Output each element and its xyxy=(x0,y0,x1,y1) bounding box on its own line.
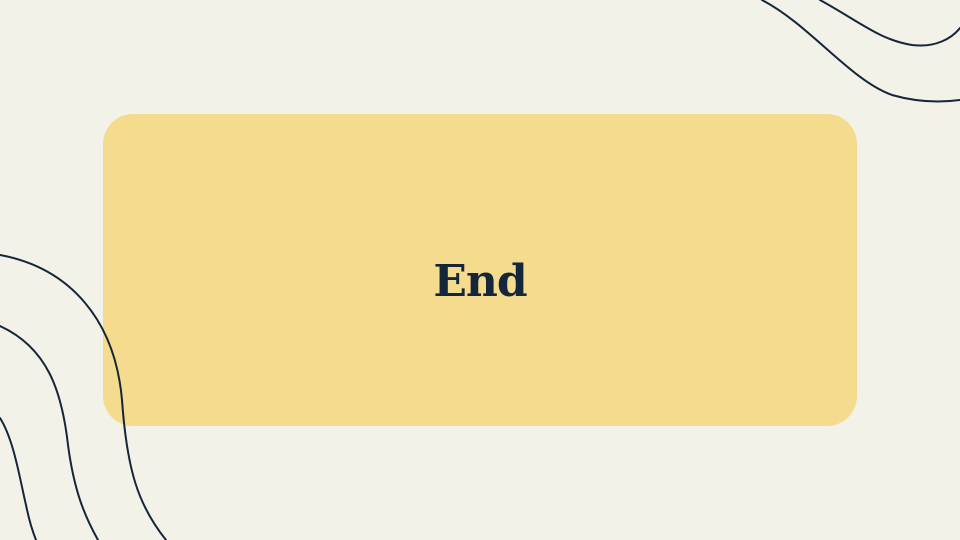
wave-line-top-inner xyxy=(819,0,960,47)
wave-line-left-inner xyxy=(0,417,37,540)
slide-title: End xyxy=(433,256,527,307)
wave-line-top-outer xyxy=(761,0,960,103)
title-card xyxy=(103,114,857,426)
wave-line-left-middle xyxy=(0,325,99,540)
